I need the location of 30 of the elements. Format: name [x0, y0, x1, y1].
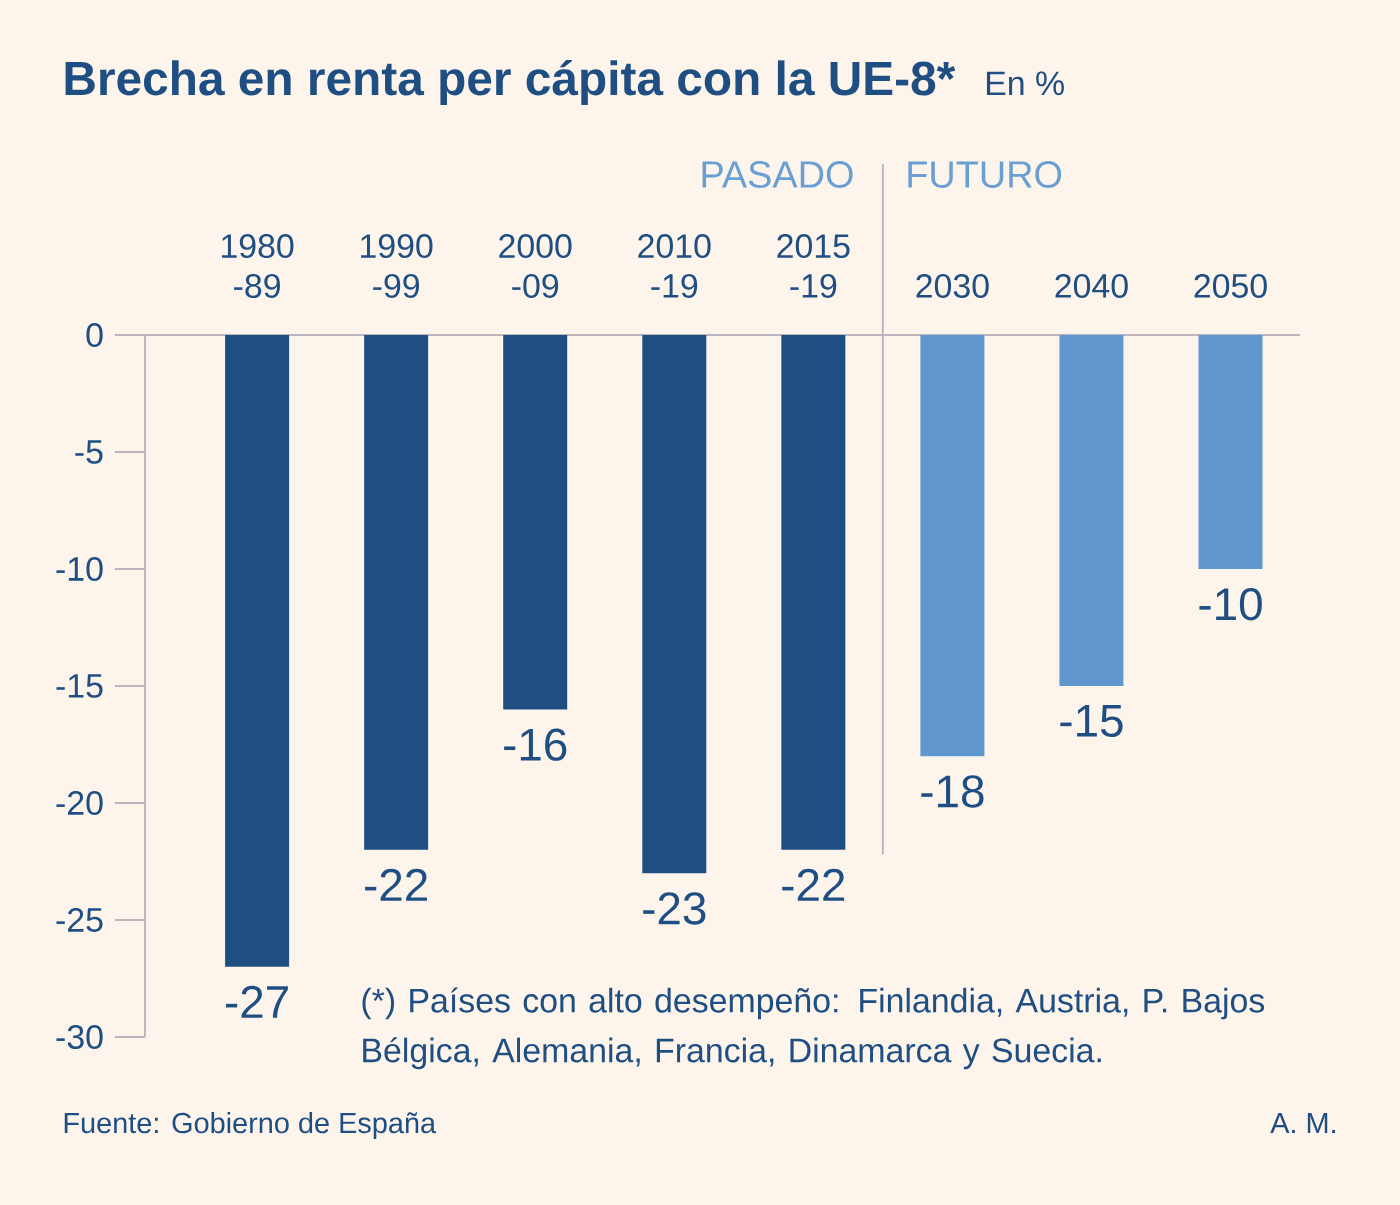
data-label: -18 — [921, 775, 984, 808]
data-label: -16 — [504, 728, 567, 761]
annotation: (*) Países con alto desempeño: Finlandia, Austria, P. Bajos Bélgica, Alemania, Francia, Dinamarca y Suecia. — [362, 987, 1265, 1070]
x-tick-label: 2015 -19 — [777, 234, 850, 298]
data-label: -10 — [1199, 588, 1262, 621]
x-tick-label: 2050 — [1194, 273, 1267, 298]
y-tick-label: -30 — [56, 1024, 103, 1049]
y-tick-label: -10 — [56, 556, 103, 581]
chart-subtitle: En % — [986, 71, 1064, 96]
y-tick-label: -20 — [56, 790, 103, 815]
x-tick-label: 2010 -19 — [638, 234, 711, 298]
x-tick-label: 2030 — [916, 273, 989, 298]
data-label: -22 — [365, 868, 427, 901]
y-tick-label: -15 — [56, 674, 103, 698]
text: PASADO — [702, 161, 853, 188]
text: FUTURO — [908, 161, 1062, 188]
data-label: -23 — [643, 892, 706, 925]
source-note: Fuente: Gobierno de España — [64, 1112, 437, 1139]
x-tick-label: 2000 -09 — [499, 234, 572, 298]
text: A. M. — [1270, 1113, 1335, 1133]
chart-title: Brecha en renta per cápita con la UE-8* — [65, 59, 956, 105]
x-tick-label: 1980 -89 — [222, 234, 294, 298]
y-tick-label: 0 — [86, 322, 103, 347]
x-tick-label: 1990 -99 — [361, 234, 433, 298]
x-tick-label: 2040 — [1055, 273, 1128, 298]
data-label: -15 — [1060, 705, 1123, 737]
y-tick-label: -25 — [56, 907, 103, 932]
y-tick-label: -5 — [75, 440, 103, 464]
data-label: -22 — [782, 868, 845, 901]
data-label: -27 — [226, 985, 288, 1018]
